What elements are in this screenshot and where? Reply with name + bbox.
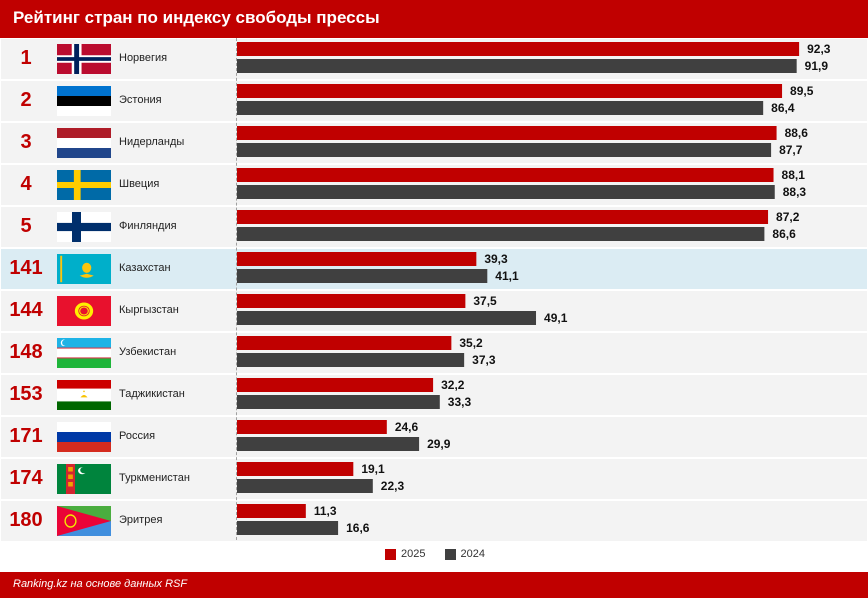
country-label: Эритрея: [119, 514, 163, 526]
rank-label: 174: [9, 467, 43, 489]
legend-item-2024: 2024: [444, 548, 486, 560]
rank-label: 180: [9, 509, 43, 531]
kyrgyzstan-flag: [57, 296, 111, 326]
country-label: Эстония: [119, 94, 162, 106]
netherlands-flag: [57, 128, 111, 158]
uzbekistan-flag: [57, 338, 111, 368]
eritrea-flag: [57, 506, 111, 536]
sweden-flag: [57, 170, 111, 200]
rank-label: 171: [9, 425, 43, 447]
country-row: 180 Эритрея: [1, 501, 867, 541]
country-row: 171 Россия: [1, 417, 867, 457]
country-label: Нидерланды: [119, 136, 185, 148]
legend-label-2025: 2025: [401, 548, 426, 560]
legend-swatch-2025: [385, 548, 396, 560]
country-label: Россия: [119, 430, 156, 442]
tajikistan-flag: [57, 380, 111, 410]
rank-label: 148: [9, 341, 43, 363]
country-label: Норвегия: [119, 52, 168, 64]
rank-label: 4: [20, 173, 32, 195]
country-row: 153 Таджикистан: [1, 375, 867, 415]
finland-flag: [57, 212, 111, 242]
country-label: Кыргызстан: [119, 304, 179, 316]
source-note: Ranking.kz на основе данных RSF: [13, 578, 188, 590]
country-label: Финляндия: [119, 220, 177, 232]
country-row: 1 Норвегия: [1, 39, 867, 79]
legend: 2025 2024: [385, 548, 501, 563]
country-row: 144 Кыргызстан: [1, 291, 867, 331]
country-row: 3 Нидерланды: [1, 123, 867, 163]
country-row: 4 Швеция: [1, 165, 867, 205]
rank-label: 5: [20, 215, 32, 237]
chart-title: Рейтинг стран по индексу свободы прессы: [13, 8, 380, 27]
legend-label-2024: 2024: [460, 548, 486, 560]
rank-label: 2: [20, 89, 32, 111]
estonia-flag: [57, 86, 111, 116]
country-row: 148 Узбекистан: [1, 333, 867, 373]
turkmenistan-flag: [57, 464, 111, 494]
rank-label: 141: [9, 257, 43, 279]
country-label: Таджикистан: [119, 388, 185, 400]
country-label: Казахстан: [119, 262, 171, 274]
legend-item-2025: 2025: [385, 548, 425, 560]
country-label: Туркменистан: [119, 472, 190, 484]
russia-flag: [57, 422, 111, 452]
chart-header: Рейтинг стран по индексу свободы прессы: [0, 0, 868, 38]
country-row: 141 Казахстан: [1, 249, 867, 289]
country-label: Швеция: [119, 178, 160, 190]
rank-label: 144: [9, 299, 43, 321]
baseline: [236, 38, 237, 540]
rank-label: 1: [20, 47, 32, 69]
kazakhstan-flag: [57, 254, 111, 284]
legend-swatch-2024: [444, 548, 456, 560]
rank-label: 153: [9, 383, 43, 405]
rank-label: 3: [20, 131, 32, 153]
country-label: Узбекистан: [119, 346, 177, 358]
norway-flag: [57, 44, 111, 74]
country-row: 174 Туркменистан: [1, 459, 867, 499]
country-row: 5 Финляндия: [1, 207, 867, 247]
country-row: 2 Эстония: [1, 81, 867, 121]
chart-footer: Ranking.kz на основе данных RSF: [0, 572, 868, 598]
